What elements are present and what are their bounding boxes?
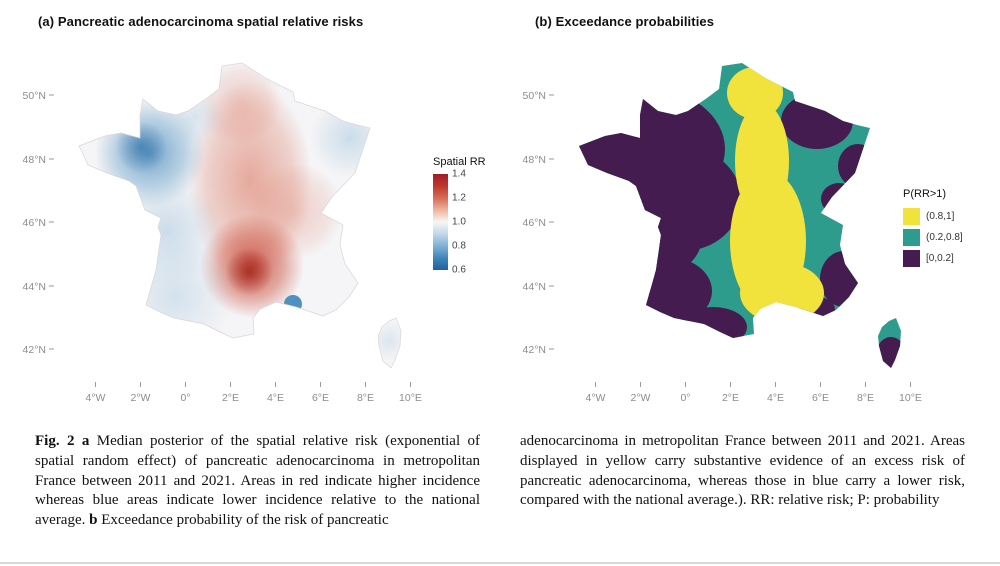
y-tick-label: 48°N (523, 154, 546, 166)
caption-b-label: b (89, 512, 98, 529)
swatch-high-icon (903, 208, 920, 225)
caption-a-label: a (81, 433, 90, 449)
x-tick-label: 2°W (131, 392, 151, 404)
y-axis-b (549, 94, 554, 350)
bottom-divider (0, 562, 1000, 564)
caption-right-text: adenocarcinoma in metropolitan France be… (520, 433, 965, 509)
caption-b-text: Exceedance probability of the risk of pa… (101, 512, 389, 529)
legend-item-mid: (0.2,0.8] (903, 229, 963, 246)
x-tick-label: 4°E (767, 392, 784, 404)
x-tick-label: 6°E (812, 392, 829, 404)
x-tick-label: 4°W (586, 392, 606, 404)
x-tick-label: 8°E (357, 392, 374, 404)
legend-exceedance: P(RR>1) (0.8,1] (0.2,0.8] [0,0.2] (903, 188, 963, 271)
y-tick-label: 42°N (23, 344, 46, 356)
x-tick-label: 2°E (222, 392, 239, 404)
swatch-mid-icon (903, 229, 920, 246)
y-tick-label: 50°N (523, 90, 546, 102)
legend-exceedance-title: P(RR>1) (903, 188, 947, 200)
x-tick-label: 0° (180, 392, 190, 404)
x-tick-label: 6°E (312, 392, 329, 404)
x-tick-label: 10°E (399, 392, 422, 404)
map-b-svg: 50°N 48°N 46°N 44°N 42°N 4°W 2°W 0° 2°E … (523, 63, 922, 404)
relative-risk-surface (79, 63, 401, 368)
x-tick-label: 2°W (631, 392, 651, 404)
spatial-rr-colorbar (433, 174, 448, 270)
map-a-svg: 50°N 48°N 46°N 44°N 42°N 4°W 2°W 0° 2°E … (23, 62, 422, 404)
x-tick-label: 4°W (86, 392, 106, 404)
legend-spatial-rr-title: Spatial RR (433, 156, 486, 168)
spatial-rr-colorbar-labels: 1.4 1.2 1.0 0.8 0.6 (452, 169, 482, 276)
panel-b-title: (b) Exceedance probabilities (535, 14, 715, 29)
y-tick-label: 44°N (523, 281, 546, 293)
x-tick-label: 4°E (267, 392, 284, 404)
figure-caption: Fig. 2 a Median posterior of the spatial… (35, 432, 965, 531)
legend-item-label: [0,0.2] (926, 253, 954, 264)
high-probability-regions (727, 67, 824, 323)
panel-b: (b) Exceedance probabilities (500, 0, 1000, 414)
y-tick-label: 48°N (23, 154, 46, 166)
x-tick-label: 2°E (722, 392, 739, 404)
colorbar-tick: 1.0 (452, 216, 466, 228)
y-axis-a (49, 94, 54, 350)
exceedance-regions (579, 63, 901, 368)
caption-fig-label: Fig. 2 (35, 433, 75, 449)
panel-a-title: (a) Pancreatic adenocarcinoma spatial re… (38, 14, 364, 29)
panel-a: (a) Pancreatic adenocarcinoma spatial re… (0, 0, 500, 414)
legend-item-label: (0.8,1] (926, 211, 955, 222)
legend-spatial-rr: Spatial RR 1.4 1.2 1.0 0.8 0.6 (433, 156, 486, 276)
legend-item-low: [0,0.2] (903, 250, 963, 267)
caption-a-text: Median posterior of the spatial relative… (35, 433, 481, 529)
y-tick-label: 44°N (23, 281, 46, 293)
map-b-group (579, 63, 901, 368)
colorbar-tick: 1.4 (452, 168, 466, 180)
y-tick-label: 46°N (523, 217, 546, 229)
legend-item-high: (0.8,1] (903, 208, 963, 225)
swatch-low-icon (903, 250, 920, 267)
x-tick-label: 0° (680, 392, 690, 404)
x-axis-b (595, 382, 911, 387)
y-tick-label: 46°N (23, 217, 46, 229)
colorbar-tick: 1.2 (452, 192, 466, 204)
corsica-outline (377, 317, 402, 369)
figure-panels: (a) Pancreatic adenocarcinoma spatial re… (0, 0, 1000, 414)
x-tick-label: 10°E (899, 392, 922, 404)
x-tick-label: 8°E (857, 392, 874, 404)
colorbar-tick: 0.8 (452, 240, 466, 252)
y-tick-label: 50°N (23, 90, 46, 102)
caption-left-column: Fig. 2 a Median posterior of the spatial… (35, 432, 480, 531)
colorbar-tick: 0.6 (452, 264, 466, 276)
france-outline (78, 62, 371, 339)
legend-item-label: (0.2,0.8] (926, 232, 963, 243)
map-a-group (78, 62, 402, 369)
x-axis-a (95, 382, 411, 387)
y-tick-label: 42°N (523, 344, 546, 356)
caption-right-column: adenocarcinoma in metropolitan France be… (520, 432, 965, 531)
